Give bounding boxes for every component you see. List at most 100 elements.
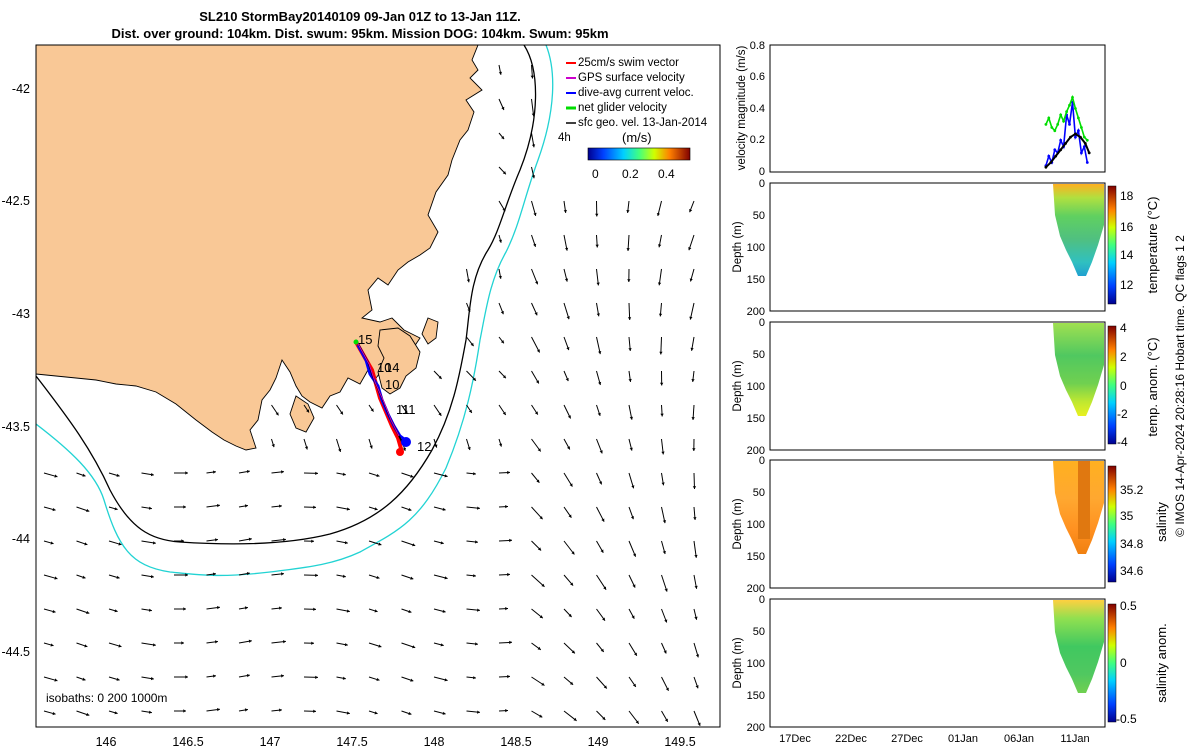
velocity-ytick: 0 (759, 166, 765, 178)
geo-vector-head (596, 313, 600, 317)
depth-ylabel: Depth (m) (732, 498, 744, 549)
geo-vector-head (565, 378, 569, 382)
velocity-ytick: 0.8 (750, 40, 765, 52)
geo-vector-head (475, 540, 478, 544)
glider-track (353, 339, 411, 456)
geo-vector-head (563, 209, 567, 213)
lon-axis-ticks: 146 146.5 147 147.5 148 148.5 149 149.5 (96, 735, 696, 749)
lon-tick-label: 146 (96, 735, 117, 749)
geo-vector-head (507, 470, 510, 475)
velocity-axes (769, 44, 1106, 173)
geo-vector-head (633, 553, 636, 557)
geo-vector-head (534, 312, 538, 316)
geo-vector-head (473, 472, 476, 476)
geo-vector-head (627, 317, 632, 320)
time-tick-label: 06Jan (1004, 733, 1034, 745)
velocity-point (1044, 165, 1048, 169)
geo-vector-head (627, 279, 631, 282)
geo-vector-head (246, 470, 250, 474)
sal-anom-colorbar (1107, 603, 1117, 723)
lat-tick-label: -42.5 (2, 194, 31, 208)
geo-vector-head (635, 720, 639, 724)
geo-vector-head (150, 472, 154, 477)
geo-vector-head (408, 507, 412, 511)
track-day-label: 10 (385, 377, 399, 392)
geo-vector-head (369, 445, 373, 449)
geo-vector-head (52, 609, 56, 614)
lat-tick-label: -44 (12, 532, 30, 546)
depth-tick-label: 200 (747, 722, 765, 734)
isobath-200m (36, 45, 537, 545)
geo-vector-head (498, 239, 502, 243)
legend-label-swim: 25cm/s swim vector (578, 57, 679, 69)
depth-tick-label: 100 (747, 519, 765, 531)
geo-vector-head (404, 410, 408, 414)
geo-vector-head (344, 541, 348, 545)
geo-vector-head (313, 709, 316, 713)
geo-vector-head (279, 708, 282, 712)
velocity-point (1077, 129, 1080, 133)
lon-tick-label: 146.5 (172, 735, 203, 749)
geo-vector-head (281, 674, 284, 678)
geo-vector-head (183, 709, 186, 713)
geo-vector-head (86, 610, 90, 614)
temperature-cb-tick: 12 (1120, 278, 1134, 292)
depth-tick-label: 100 (747, 658, 765, 670)
temp-anom-cb-tick: -4 (1117, 435, 1128, 449)
geo-vector-head (410, 678, 414, 682)
geo-vector-head (689, 278, 693, 282)
geo-vector-head (148, 608, 152, 612)
geo-vector-head (118, 542, 122, 546)
geo-vector-head (275, 412, 279, 416)
depth-tick-label: 150 (747, 274, 765, 286)
geo-vector-head (52, 711, 56, 716)
speed-colorbar (587, 147, 691, 161)
geo-vector-head (181, 641, 184, 645)
depth-tick-label: 0 (759, 178, 765, 190)
geo-vector-head (50, 541, 54, 545)
geo-vector-head (440, 541, 444, 545)
geo-vector-head (596, 282, 600, 286)
velocity-point (1068, 103, 1071, 107)
geo-vector-head (662, 520, 667, 524)
geo-vector-head (116, 575, 120, 579)
geo-vector-head (505, 607, 508, 611)
geo-vector-head (444, 678, 448, 682)
geo-vector-head (217, 504, 220, 508)
geo-vector-head (629, 416, 633, 420)
geo-vector-head (313, 505, 316, 509)
geo-vector-head (374, 609, 378, 613)
geo-vector (563, 540, 575, 555)
velocity-point (1059, 113, 1063, 117)
velocity-point (1074, 107, 1077, 110)
geo-vector-head (501, 106, 505, 110)
velocity-point (1053, 148, 1057, 152)
tasman-peninsula (377, 327, 421, 395)
geo-vector-head (344, 643, 348, 647)
geo-vector-head (304, 446, 308, 450)
velocity-point (1080, 126, 1083, 129)
geo-vector-head (378, 542, 382, 546)
geo-vector-head (467, 308, 471, 312)
geo-vector-head (599, 450, 603, 454)
velocity-point (1077, 116, 1080, 120)
geo-vector-head (598, 381, 602, 385)
geo-vector-head (346, 609, 350, 613)
geo-vector-head (442, 711, 446, 715)
colorbar-tick-labels: 18 16 14 12 4 2 0 -2 -4 35.2 35 34.8 34.… (1116, 189, 1144, 726)
geo-vector-head (565, 247, 569, 251)
geo-vector-head (539, 714, 543, 718)
geo-vector-head (434, 444, 438, 448)
geo-vector-head (477, 506, 480, 510)
velocity-point (1087, 151, 1091, 155)
map-legend: 25cm/s swim vector GPS surface velocity … (558, 57, 708, 181)
depth-tick-label: 50 (753, 626, 765, 638)
geo-vector-head (690, 347, 694, 351)
geo-vector-head (567, 446, 570, 450)
geo-vector-head (378, 644, 382, 648)
sal-anom-cb-tick: 0.5 (1120, 599, 1137, 613)
geo-vector-head (539, 615, 543, 619)
geo-vector (596, 574, 607, 590)
geo-vector-head (213, 470, 216, 474)
geo-vector-head (533, 243, 537, 247)
